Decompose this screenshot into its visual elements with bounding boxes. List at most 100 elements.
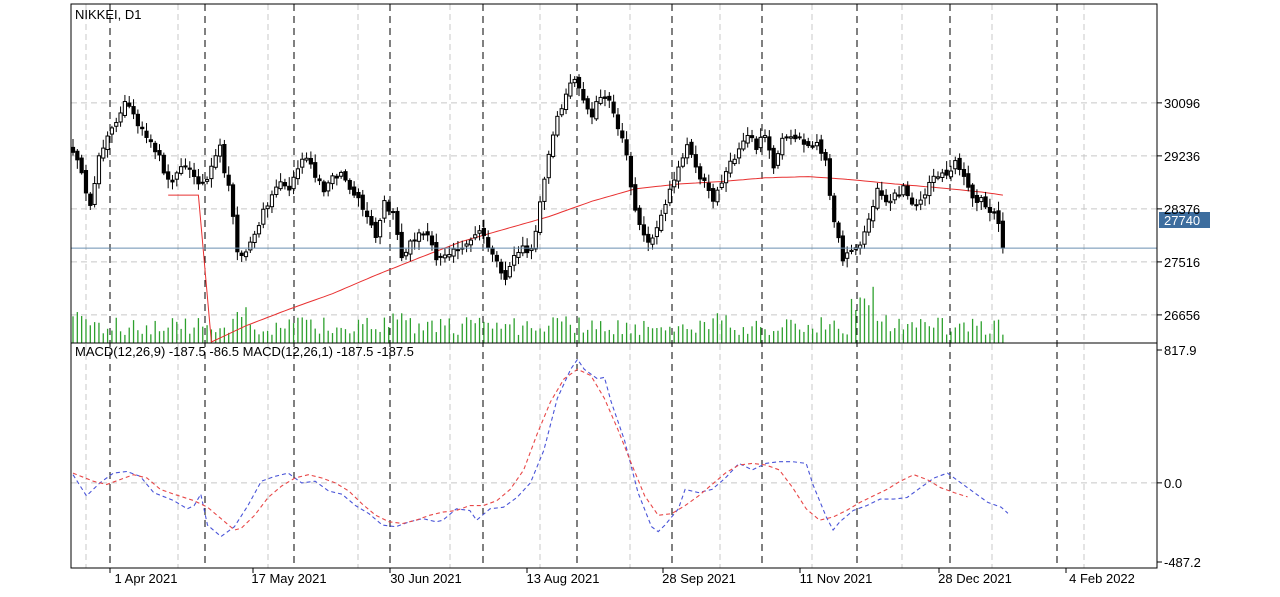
moving-average-line (168, 176, 1003, 343)
candle-body-bear (711, 188, 716, 202)
candle-body-bear (944, 169, 949, 176)
candle-body-bull (248, 241, 253, 251)
candle-body-bull (464, 243, 469, 247)
candle-body-bull (715, 189, 720, 203)
candle-body-bear (909, 197, 915, 205)
candle-body-bear (974, 194, 980, 203)
volume-bars (72, 286, 1004, 343)
candle-body-bear (226, 174, 231, 186)
candle-body-bull (862, 231, 867, 245)
candle-body-bear (641, 224, 646, 236)
moving-average (168, 176, 1003, 343)
candle-body-bear (148, 139, 153, 143)
candle-body-bull (477, 230, 482, 234)
candle-body-bull (871, 206, 876, 222)
candle-body-bull (217, 144, 223, 157)
macd-lines (72, 358, 1009, 538)
candle-body-bull (901, 185, 906, 196)
candle-body-bull (507, 265, 512, 278)
candle-body-bull (745, 134, 750, 144)
candle-body-bear (481, 227, 486, 236)
candle-body-bull (382, 200, 387, 219)
candle-body-bear (356, 191, 361, 199)
candle-body-bear (970, 184, 975, 199)
candle-body-bull (390, 211, 396, 214)
candle-body-bear (287, 185, 292, 191)
candle-body-bear (905, 185, 910, 197)
candle-body-bull (940, 172, 945, 178)
candle-body-bull (416, 232, 422, 242)
candle-body-bull (455, 249, 461, 252)
candle-body-bull (96, 155, 102, 185)
period-separators (109, 4, 1058, 568)
x-axis-label: 30 Jun 2021 (390, 571, 462, 586)
candle-body-bear (797, 136, 802, 139)
candle-body-bear (429, 235, 435, 246)
candle-body-bear (425, 231, 430, 236)
candle-body-bull (538, 201, 543, 233)
candle-body-bull (948, 170, 954, 178)
candle-body-bull (304, 157, 309, 161)
candle-body-bear (801, 139, 807, 145)
macd-label: MACD(12,26,9) -187.5 -86.5 MACD(12,26,1)… (75, 344, 414, 359)
candle-body-bear (313, 162, 318, 178)
x-axis-label: 4 Feb 2022 (1069, 571, 1135, 586)
candle-body-bull (118, 112, 123, 123)
macd-tick-label: -487.2 (1164, 555, 1201, 570)
macd-tick-label: 817.9 (1164, 343, 1197, 358)
price-tag-box (1159, 212, 1210, 228)
candle-body-bull (927, 181, 932, 197)
candle-body-bear (192, 169, 197, 177)
candle-body-bear (633, 184, 638, 211)
x-axis-label: 17 May 2021 (251, 571, 326, 586)
candle-body-bull (377, 219, 383, 238)
candle-body-bear (827, 158, 832, 196)
candle-body-bear (282, 182, 288, 187)
candle-body-bear (144, 130, 149, 138)
candle-body-bull (685, 144, 690, 159)
candle-body-bear (966, 173, 971, 188)
candle-body-bear (334, 175, 339, 179)
candle-body-bear (611, 101, 616, 114)
candle-body-bear (1000, 220, 1005, 249)
candle-body-bull (598, 96, 603, 104)
candle-body-bear (399, 231, 404, 259)
candle-body-bull (680, 157, 685, 167)
candle-body-bear (360, 194, 365, 210)
price-panel-frame (70, 3, 1158, 344)
candle-body-bear (689, 141, 694, 155)
candle-body-bear (187, 167, 192, 170)
candle-body-bull (568, 82, 573, 97)
candle-body-bull (516, 251, 521, 258)
candle-body-bull (520, 245, 525, 254)
candle-body-bear (131, 106, 136, 115)
candle-body-bear (589, 108, 595, 118)
candle-body-bull (533, 230, 538, 250)
candle-body-bull (269, 194, 275, 208)
candle-body-bear (230, 184, 236, 217)
candle-body-bear (494, 254, 499, 262)
candle-body-bull (512, 255, 517, 266)
candle-body-bull (728, 160, 733, 174)
candle-body-bull (550, 134, 556, 157)
candle-body-bull (723, 171, 729, 184)
candle-body-bear (624, 139, 629, 156)
candle-body-bull (442, 254, 448, 259)
candle-body-bull (888, 200, 893, 204)
candle-body-bear (819, 139, 824, 154)
candle-body-bull (918, 199, 923, 205)
candle-body-bear (806, 141, 811, 147)
candle-body-bull (209, 165, 214, 180)
candle-body-bull (183, 165, 188, 168)
candle-body-bull (330, 175, 335, 185)
candle-body-bear (321, 181, 326, 193)
candle-body-bull (672, 179, 677, 188)
candle-body-bear (992, 211, 997, 214)
price-tag-label: 27740 (1164, 213, 1200, 228)
candle-body-bear (166, 171, 171, 180)
candle-body-bear (395, 210, 400, 235)
candle-body-bear (196, 176, 201, 185)
candle-body-bull (105, 135, 110, 151)
